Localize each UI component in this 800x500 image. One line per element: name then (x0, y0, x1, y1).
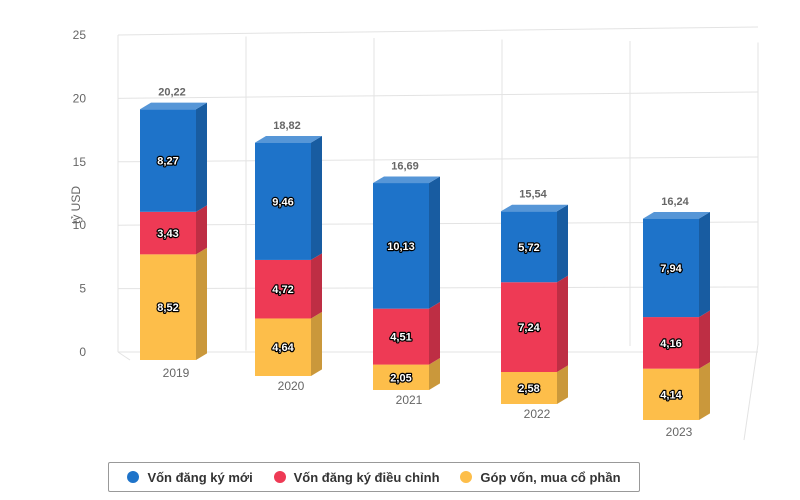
bar-segment (140, 109, 196, 212)
bar-segment-side (429, 357, 440, 390)
y-tick-label: 0 (79, 345, 86, 359)
chart-plot: 0 5 10 15 20 25 tỷ USD 8,52 3,43 8,27 20,22 2019 4,6… (69, 26, 759, 441)
bar-segment (643, 368, 699, 420)
bar-segment (643, 218, 699, 318)
bar-segment (255, 259, 311, 319)
gridline-y (117, 26, 759, 36)
bar-segment-side (429, 302, 440, 365)
bar-value-label: 3,43 (157, 228, 178, 240)
y-tick-label: 10 (73, 218, 87, 232)
bar-total-label: 15,54 (519, 189, 547, 201)
bar-total-label: 20,22 (158, 87, 186, 99)
bar-segment-side (699, 212, 710, 318)
bar-value-label: 9,46 (272, 196, 293, 208)
bar-segment-side (699, 362, 710, 420)
legend-swatch-share-purchase (460, 471, 473, 483)
legend-swatch-new-capital (127, 471, 140, 483)
bar-segment-side (311, 253, 322, 319)
y-tick-label: 15 (73, 155, 87, 169)
bar-total-label: 16,69 (391, 160, 419, 172)
bar-segment-side (557, 204, 568, 283)
legend-swatch-adjusted-capital (273, 471, 286, 483)
x-tick-label: 2021 (396, 393, 423, 407)
y-tick-label: 25 (73, 28, 87, 42)
bar-segment (643, 317, 699, 369)
bar-value-label: 8,27 (157, 156, 178, 168)
bar-total-label: 16,24 (661, 196, 689, 208)
bar-segment (373, 308, 429, 365)
bar-top-face (373, 176, 440, 184)
legend-label-new-capital: Vốn đăng ký mới (147, 469, 253, 485)
x-tick-label: 2019 (163, 366, 190, 380)
legend-item-new-capital[interactable]: Vốn đăng ký mới (127, 469, 253, 485)
bar-top-face (643, 212, 710, 219)
bar-value-label: 2,58 (518, 383, 539, 395)
bar-segment (501, 211, 557, 283)
bar-value-label: 4,72 (272, 284, 293, 296)
bar-segment-side (699, 310, 710, 369)
x-tick-label: 2023 (666, 425, 693, 439)
floor-left-edge (117, 351, 131, 361)
x-tick-label: 2022 (524, 407, 551, 421)
bar-top-face (140, 102, 207, 110)
bar-value-label: 7,94 (660, 263, 682, 275)
bar-segment (373, 364, 429, 390)
bar-segment (501, 282, 557, 373)
bar-segment-side (196, 247, 207, 360)
bar-top-face (255, 136, 322, 143)
bar-top-face (501, 204, 568, 212)
bar-segment-side (557, 275, 568, 373)
bar-segment-side (311, 136, 322, 260)
legend-label-share-purchase: Góp vốn, mua cổ phần (480, 469, 621, 485)
bar-segment-side (311, 311, 322, 376)
bar-segment-side (196, 205, 207, 255)
bar-segment-side (429, 176, 440, 309)
bar-value-label: 7,24 (518, 322, 540, 334)
bar-segment-side (557, 365, 568, 404)
bar-segment (255, 142, 311, 260)
bar-value-label: 4,14 (660, 389, 682, 401)
bar-segment (373, 183, 429, 309)
bar-value-label: 4,64 (272, 342, 294, 354)
bar-segment-side (196, 102, 207, 212)
bar-value-label: 5,72 (518, 242, 539, 254)
y-axis-title: tỷ USD (69, 186, 83, 224)
bar-value-label: 2,05 (390, 372, 411, 384)
bar-value-label: 10,13 (387, 241, 415, 253)
legend-item-adjusted-capital[interactable]: Vốn đăng ký điều chỉnh (273, 469, 440, 485)
bar-value-label: 4,51 (390, 332, 411, 344)
x-tick-label: 2020 (278, 379, 305, 393)
bar-segment (501, 372, 557, 404)
bar-value-label: 4,16 (660, 338, 681, 350)
gridline-y (117, 91, 759, 99)
floor-right-edge (743, 343, 759, 441)
bar-value-label: 8,52 (157, 302, 178, 314)
y-tick-label: 20 (73, 91, 87, 105)
bar-total-label: 18,82 (273, 120, 301, 132)
chart-legend: Vốn đăng ký mới Vốn đăng ký điều chỉnh G… (108, 462, 640, 492)
bars (140, 102, 710, 420)
y-tick-label: 5 (79, 282, 86, 296)
legend-label-adjusted-capital: Vốn đăng ký điều chỉnh (293, 469, 440, 485)
bar-segment (255, 318, 311, 376)
gridline-y (117, 156, 759, 163)
bar-segment (140, 211, 196, 255)
legend-item-share-purchase[interactable]: Góp vốn, mua cổ phần (460, 469, 621, 485)
bar-segment (140, 254, 196, 360)
